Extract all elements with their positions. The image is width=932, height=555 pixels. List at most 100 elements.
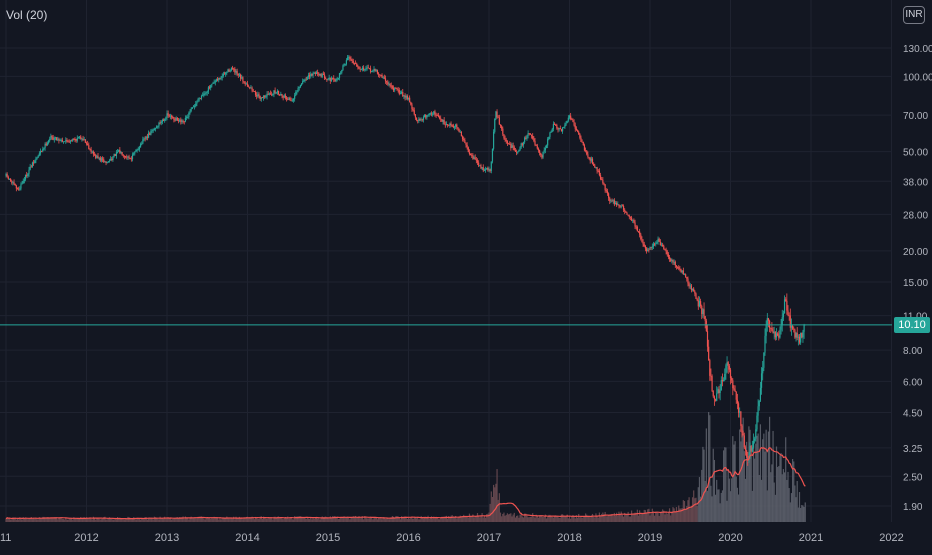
volume-bar-395	[459, 515, 461, 522]
volume-bar-159	[188, 519, 190, 522]
volume-bar-217	[254, 516, 257, 522]
volume-bar-663	[767, 431, 770, 522]
candle-133	[158, 121, 160, 129]
candle-118	[141, 141, 143, 146]
volume-ma-line	[5, 446, 806, 520]
candle-11	[18, 186, 20, 191]
candle-413	[480, 163, 482, 169]
volume-bar-27	[36, 519, 38, 522]
candle-670	[775, 328, 778, 341]
candle-236	[276, 89, 278, 95]
candle-89	[107, 161, 109, 163]
volume-bar-202	[237, 517, 239, 522]
y-tick-label-9: 8.00	[903, 346, 923, 357]
volume-bar-523	[606, 516, 609, 522]
candle-157	[185, 115, 188, 121]
volume-bar-665	[770, 472, 772, 522]
candle-110	[131, 152, 134, 162]
volume-bar-420	[488, 512, 490, 522]
candle-457	[530, 134, 533, 139]
volume-bar-87	[105, 519, 107, 522]
volume-bar-252	[295, 516, 297, 522]
candle-64	[79, 136, 81, 140]
candle-332	[387, 79, 389, 86]
volume-bar-517	[599, 515, 602, 522]
volume-bar-332	[387, 517, 389, 522]
candle-322	[375, 68, 377, 72]
candle-486	[564, 122, 566, 129]
candle-228	[267, 90, 269, 96]
candle-511	[593, 162, 595, 166]
candle-179	[211, 83, 213, 88]
candle-161	[190, 107, 192, 113]
candle-268	[313, 71, 315, 75]
candle-162	[191, 107, 193, 110]
volume-bar-363	[422, 518, 425, 522]
volume-bar-331	[386, 518, 388, 522]
volume-bar-150	[177, 517, 180, 522]
candle-2	[7, 175, 9, 180]
volume-bar-153	[181, 517, 183, 522]
volume-bar-186	[219, 518, 221, 522]
candle-12	[19, 186, 21, 191]
candle-407	[473, 155, 475, 160]
candle-346	[403, 94, 405, 100]
candle-92	[111, 156, 113, 162]
volume-bar-635	[735, 476, 737, 522]
volume-bar-196	[230, 517, 232, 522]
candle-651	[754, 436, 756, 444]
candle-672	[778, 330, 780, 341]
volume-bar-568	[658, 515, 660, 522]
volume-bar-341	[397, 516, 399, 522]
currency-badge[interactable]: INR	[903, 6, 925, 24]
volume-bar-371	[432, 518, 434, 522]
volume-bar-168	[198, 516, 200, 522]
volume-bar-141	[167, 517, 169, 522]
candle-554	[642, 239, 644, 248]
candle-146	[173, 116, 175, 123]
volume-bar-296	[345, 517, 347, 522]
volume-bar-128	[152, 519, 154, 522]
candle-564	[654, 242, 656, 247]
volume-bar-650	[752, 445, 755, 522]
volume-bar-3	[8, 518, 11, 522]
volume-bar-421	[489, 503, 491, 522]
volume-bar-355	[413, 516, 415, 522]
candle-592	[686, 276, 688, 282]
candle-320	[373, 66, 375, 73]
time-axis[interactable]: 11 2012 2013 2014 2015 2016 2017 2018 2019 2020 20…	[0, 532, 904, 544]
volume-bar-329	[383, 518, 385, 522]
candle-178	[210, 84, 212, 91]
candle-505	[586, 150, 588, 156]
volume-bar-173	[204, 519, 206, 522]
volume-bar-116	[138, 518, 140, 522]
candle-202	[237, 73, 239, 78]
candle-245	[287, 97, 289, 101]
volume-bar-471	[547, 517, 549, 522]
volume-bar-473	[549, 514, 551, 522]
candle-312	[364, 69, 366, 72]
volume-bar-433	[503, 512, 505, 522]
volume-bar-303	[353, 516, 356, 522]
candle-406	[472, 153, 474, 160]
candle-577	[668, 255, 671, 262]
volume-bar-356	[414, 517, 416, 522]
volume-bar-407	[473, 517, 475, 522]
volume-bar-28	[37, 519, 39, 522]
volume-bar-477	[553, 516, 556, 522]
volume-bar-228	[267, 518, 269, 522]
candle-450	[522, 141, 525, 148]
candle-555	[643, 241, 645, 248]
volume-indicator-label[interactable]: Vol (20)	[6, 8, 48, 22]
candle-619	[717, 387, 719, 394]
candle-19	[27, 172, 29, 179]
volume-bar-257	[300, 516, 303, 522]
price-axis[interactable]: 130.00 100.00 70.00 50.00 38.00 28.00 20.00 15.…	[903, 44, 932, 513]
candle-223	[261, 96, 264, 99]
candle-455	[528, 133, 530, 136]
volume-bar-276	[322, 517, 324, 522]
volume-bar-605	[701, 469, 703, 522]
volume-bar-220	[258, 519, 260, 522]
